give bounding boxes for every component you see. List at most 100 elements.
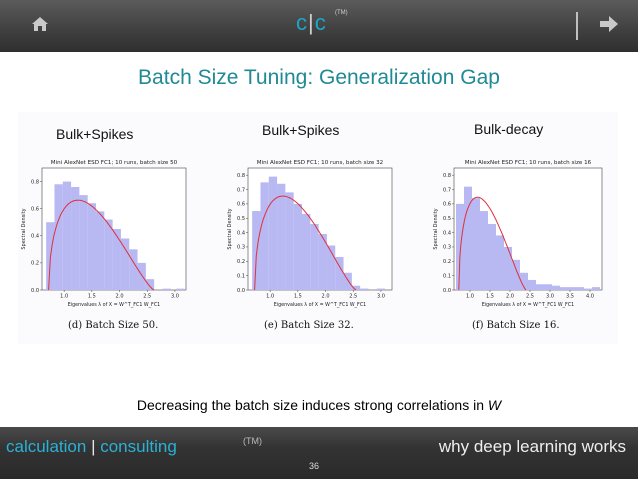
y-tick-label: 0.5	[443, 216, 451, 222]
mp-fit-curve	[48, 199, 155, 291]
histogram-bar	[584, 288, 592, 290]
histogram-bar	[318, 234, 327, 290]
histogram-bar	[293, 203, 302, 290]
histogram-bar	[496, 235, 504, 290]
histogram-bar	[480, 211, 488, 290]
y-tick-label: 0.0	[237, 288, 245, 294]
x-tick-label: 1.5	[88, 294, 96, 300]
y-tick-label: 0.0	[31, 288, 39, 294]
histogram-bar	[96, 211, 105, 290]
caption-2: (e) Batch Size 32.	[264, 320, 354, 331]
x-tick-label: 1.0	[466, 294, 474, 300]
x-tick-label: 1.0	[266, 294, 274, 300]
y-tick-label: 0.3	[237, 245, 245, 251]
y-tick-label: 0.2	[443, 259, 451, 265]
y-tick-label: 0.6	[31, 206, 39, 212]
histogram-bar	[268, 176, 278, 290]
histogram-bar	[310, 223, 319, 290]
histogram-bar	[285, 192, 294, 290]
histogram-bar	[145, 279, 155, 290]
esd-chart-batch-32: Mini AlexNet ESD FC1; 10 runs, batch siz…	[227, 160, 393, 308]
histogram-bar	[456, 203, 464, 290]
statement-variable: W	[487, 397, 502, 413]
histogram-bar	[176, 288, 185, 290]
esd-chart-batch-50: Mini AlexNet ESD FC1; 10 runs, batch siz…	[21, 160, 187, 308]
y-tick-label: 0.7	[443, 187, 451, 193]
statement-text: Decreasing the batch size induces strong…	[136, 397, 488, 413]
histogram-bar	[252, 211, 261, 290]
histogram-bar	[360, 288, 369, 290]
y-tick-label: 0.4	[237, 230, 245, 236]
x-tick-label: 3.5	[566, 294, 574, 300]
chart-title: Mini AlexNet ESD FC1; 10 runs, batch siz…	[51, 160, 178, 166]
histogram-bar	[536, 284, 544, 290]
histogram-bar	[351, 285, 361, 290]
home-icon[interactable]	[30, 14, 50, 39]
chart-title: Mini AlexNet ESD FC1; 10 runs, batch siz…	[465, 160, 592, 166]
footer-brand: calculation | consulting	[6, 437, 177, 457]
histogram-bar	[544, 284, 552, 290]
y-tick-label: 0.8	[443, 173, 451, 179]
logo-left: c	[296, 10, 308, 35]
histogram-bar	[277, 183, 286, 290]
histogram-bar	[87, 203, 96, 290]
x-tick-label: 4.0	[586, 294, 594, 300]
logo-trademark: (TM)	[335, 10, 348, 16]
page-number: 36	[309, 461, 320, 471]
x-tick-label: 1.5	[486, 294, 494, 300]
y-axis-label: Spectral Density	[433, 208, 439, 249]
histogram-bar	[260, 182, 269, 290]
y-tick-label: 0.6	[237, 202, 245, 208]
histogram-bar	[488, 223, 496, 290]
y-tick-label: 0.4	[31, 234, 39, 240]
histogram-bar	[129, 249, 138, 290]
histogram-bar	[376, 288, 386, 290]
x-tick-label: 3.0	[546, 294, 554, 300]
histogram-bar	[592, 287, 600, 290]
mp-fit-curve	[458, 196, 527, 291]
x-tick-label: 2.0	[116, 294, 124, 300]
x-tick-label: 2.5	[349, 294, 357, 300]
caption-3: (f) Batch Size 16.	[472, 320, 560, 331]
logo-separator: |	[308, 10, 315, 35]
histogram-bar	[62, 181, 72, 290]
logo-right: c	[314, 10, 327, 35]
arrow-right-icon[interactable]	[598, 14, 620, 39]
histogram-bar	[112, 229, 121, 290]
x-tick-label: 3.0	[171, 294, 179, 300]
y-tick-label: 0.1	[237, 273, 245, 279]
x-tick-label: 2.0	[322, 294, 330, 300]
y-tick-label: 0.3	[443, 245, 451, 251]
y-tick-label: 0.8	[31, 179, 39, 185]
x-tick-label: 2.5	[143, 294, 151, 300]
chart-title: Mini AlexNet ESD FC1; 10 runs, batch siz…	[257, 160, 383, 166]
footer-consulting: consulting	[100, 437, 177, 456]
histogram-bar	[302, 213, 311, 290]
histogram-bar	[54, 184, 63, 290]
footer-tagline: why deep learning works	[438, 437, 626, 456]
y-tick-label: 0.1	[443, 273, 451, 279]
x-axis-label: Eigenvalues λ of X = W^T_FC1 W_FC1	[482, 302, 574, 308]
histogram-bar	[576, 287, 584, 290]
histogram-bar	[520, 272, 528, 290]
panel-label-3: Bulk-decay	[474, 121, 544, 137]
footer-trademark: (TM)	[243, 436, 262, 446]
histogram-bar	[504, 246, 512, 290]
x-tick-label: 1.5	[294, 294, 302, 300]
histogram-bar	[326, 245, 336, 290]
x-tick-label: 3.0	[377, 294, 385, 300]
histogram-bar	[120, 238, 130, 290]
figure-panel: Bulk+Spikes Bulk+Spikes Bulk-decay Mini …	[18, 112, 618, 344]
y-tick-label: 0.2	[237, 259, 245, 265]
histogram-bar	[335, 256, 344, 290]
histogram-bar	[137, 262, 146, 290]
y-tick-label: 0.6	[443, 202, 451, 208]
esd-chart-batch-16: Mini AlexNet ESD FC1; 10 runs, batch siz…	[433, 160, 603, 308]
histogram-bar	[528, 279, 536, 290]
histogram-bar	[552, 285, 560, 290]
histogram-bar	[560, 287, 568, 290]
y-tick-label: 0.0	[443, 288, 451, 294]
x-axis-label: Eigenvalues λ of X = W^T_FC1 W_FC1	[274, 302, 366, 308]
y-tick-label: 0.5	[237, 216, 245, 222]
histogram-bar	[343, 272, 352, 290]
